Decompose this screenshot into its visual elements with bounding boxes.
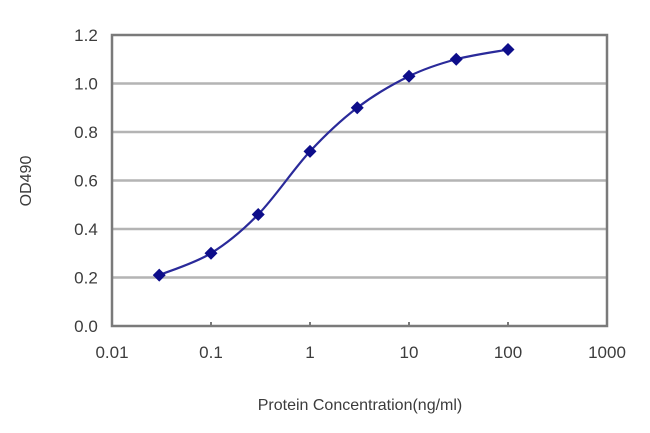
x-axis-ticks: 0.01 0.1 1 10 100 1000	[95, 322, 626, 362]
series-line	[158, 48, 509, 277]
y-tick-label: 0.4	[74, 220, 98, 239]
y-tick-label: 0.8	[74, 123, 98, 142]
diamond-marker	[204, 246, 218, 260]
y-tick-label: 1.2	[74, 26, 98, 45]
diamond-marker	[350, 101, 364, 115]
x-tick-label: 10	[400, 343, 419, 362]
x-tick-label: 1	[305, 343, 314, 362]
x-axis-title: Protein Concentration(ng/ml)	[258, 397, 463, 414]
x-tick-label: 0.01	[95, 343, 128, 362]
diamond-marker	[251, 207, 265, 221]
y-tick-label: 0.2	[74, 269, 98, 288]
x-tick-label: 0.1	[199, 343, 223, 362]
diamond-marker	[152, 268, 166, 282]
y-tick-label: 0.0	[74, 317, 98, 336]
data-series	[152, 43, 515, 282]
x-tick-label: 1000	[588, 343, 626, 362]
diamond-marker	[402, 69, 416, 83]
y-tick-label: 1.0	[74, 75, 98, 94]
y-axis-title: OD490	[18, 156, 35, 207]
diamond-marker	[303, 144, 317, 158]
gridlines	[112, 82, 607, 279]
y-axis-ticks: 0.0 0.2 0.4 0.6 0.8 1.0 1.2	[74, 26, 98, 336]
diamond-marker	[501, 43, 515, 57]
plot-frame	[110, 33, 609, 328]
diamond-marker	[449, 52, 463, 66]
x-tick-label: 100	[494, 343, 522, 362]
y-tick-label: 0.6	[74, 172, 98, 191]
